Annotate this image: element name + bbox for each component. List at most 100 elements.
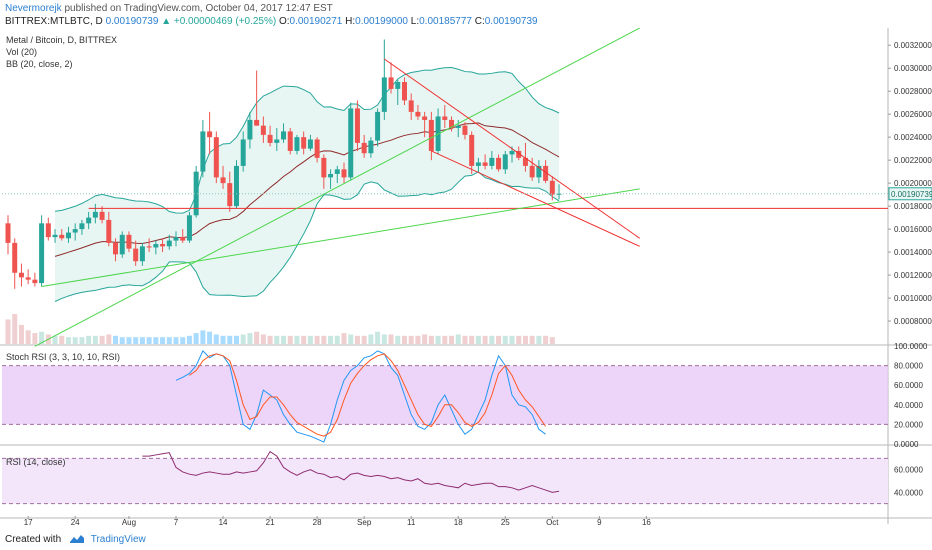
candle-body xyxy=(536,165,542,178)
candle-body xyxy=(328,173,334,178)
last-price-tag-label: 0.00190739 xyxy=(891,190,932,199)
candle-body xyxy=(381,77,387,112)
last-price: 0.00190739 xyxy=(105,16,159,27)
candle-body xyxy=(307,139,313,149)
candle-body xyxy=(220,177,226,184)
volume-bar xyxy=(193,333,199,344)
candle-body xyxy=(119,234,125,255)
volume-bar xyxy=(139,337,145,344)
close-value: 0.00190739 xyxy=(484,16,538,27)
date-tick-label: 14 xyxy=(219,518,228,527)
candle-body xyxy=(449,119,455,128)
bollinger-legend[interactable]: BB (20, close, 2) xyxy=(6,59,73,69)
stoch-tick-label: 20.0000 xyxy=(894,420,923,429)
volume-legend[interactable]: Vol (20) xyxy=(6,47,38,57)
stoch-d-line xyxy=(189,353,547,437)
date-tick-label: 24 xyxy=(71,518,80,527)
open-label: O: xyxy=(278,16,290,27)
volume-bar xyxy=(52,335,58,344)
stoch-rsi-title[interactable]: Stoch RSI (3, 3, 10, 10, RSI) xyxy=(6,352,121,362)
candle-body xyxy=(86,217,92,224)
volume-bar xyxy=(146,337,152,344)
candle-body xyxy=(543,165,549,181)
volume-bar xyxy=(92,335,98,344)
candle-body xyxy=(92,211,98,218)
high-value: 0.00199000 xyxy=(355,16,408,27)
author-name[interactable]: Nevermorejk xyxy=(5,3,62,14)
volume-bar xyxy=(522,335,528,344)
candle-body xyxy=(321,157,327,178)
bollinger-upper-line xyxy=(54,67,560,214)
created-with-text: Created with xyxy=(5,534,62,545)
volume-bar xyxy=(482,335,488,344)
volume-bar xyxy=(160,337,166,344)
volume-bar xyxy=(119,337,125,344)
volume-bar xyxy=(153,337,159,344)
stoch-tick-label: 0.0000 xyxy=(894,440,919,449)
candle-body xyxy=(139,246,145,262)
volume-bar xyxy=(328,335,334,344)
volume-bar xyxy=(113,335,119,344)
candle-body xyxy=(18,272,24,278)
candle-body xyxy=(516,150,522,158)
candle-body xyxy=(146,246,152,248)
volume-bar xyxy=(395,335,401,344)
volume-bar xyxy=(428,335,434,344)
volume-bar xyxy=(99,335,105,344)
open-value: 0.00190271 xyxy=(289,16,343,27)
tradingview-logo-icon xyxy=(69,535,84,544)
stoch-tick-label: 80.0000 xyxy=(894,362,923,371)
candle-body xyxy=(496,157,502,170)
candle-body xyxy=(39,223,45,284)
candle-body xyxy=(401,82,407,101)
rsi-title[interactable]: RSI (14, close) xyxy=(6,457,66,467)
last-price-tag xyxy=(888,187,932,201)
candle-body xyxy=(45,223,51,238)
candle-body xyxy=(455,125,461,128)
volume-bar xyxy=(549,337,555,344)
candle-body xyxy=(166,240,172,247)
published-text: published on TradingView.com, October 04… xyxy=(64,3,333,14)
volume-bar xyxy=(220,335,226,344)
date-tick-label: 25 xyxy=(501,518,510,527)
candle-body xyxy=(348,108,354,178)
volume-bar xyxy=(106,334,112,344)
volume-bar xyxy=(207,331,213,344)
volume-bar xyxy=(287,335,293,344)
candle-body xyxy=(233,165,239,207)
candle-body xyxy=(240,139,246,166)
volume-bar xyxy=(247,333,253,344)
volume-bar xyxy=(65,337,71,344)
rsi-band xyxy=(2,458,888,504)
volume-bar xyxy=(496,335,502,344)
date-tick-label: 16 xyxy=(642,518,651,527)
candle-body xyxy=(227,183,233,207)
volume-bar xyxy=(39,331,45,344)
candle-body xyxy=(173,237,179,241)
volume-bar xyxy=(133,337,139,344)
candle-body xyxy=(160,244,166,247)
volume-bar xyxy=(59,335,65,344)
volume-bar xyxy=(294,335,300,344)
green-trendline xyxy=(34,28,640,347)
volume-bar xyxy=(301,335,307,344)
tradingview-link[interactable]: TradingView xyxy=(90,534,146,545)
date-tick-label: 18 xyxy=(454,518,463,527)
volume-bar xyxy=(321,335,327,344)
candle-body xyxy=(52,234,58,238)
volume-bar xyxy=(502,335,508,344)
candle-body xyxy=(193,171,199,216)
candle-body xyxy=(186,215,192,241)
chart-title: Metal / Bitcoin, D, BITTREX xyxy=(6,35,118,45)
date-tick-label: Aug xyxy=(122,518,136,527)
date-tick-label: 21 xyxy=(266,518,275,527)
candle-body xyxy=(334,169,340,174)
candle-body xyxy=(153,244,159,248)
volume-bar xyxy=(72,337,78,344)
date-tick-label: 17 xyxy=(24,518,33,527)
volume-bar xyxy=(12,314,18,344)
volume-bar xyxy=(126,337,132,344)
